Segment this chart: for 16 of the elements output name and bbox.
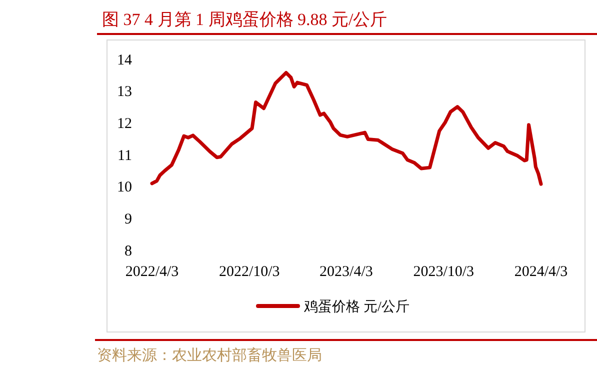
y-tick-label: 11 xyxy=(118,148,132,164)
y-tick-label: 9 xyxy=(124,211,132,228)
y-tick-label: 10 xyxy=(117,180,132,196)
y-tick-label: 8 xyxy=(124,243,132,260)
x-tick-label: 2023/10/3 xyxy=(413,264,474,280)
legend-label: 鸡蛋价格 元/公斤 xyxy=(303,298,410,315)
text: 资料来源：农业农村部畜牧兽医局 xyxy=(97,347,322,364)
line-series xyxy=(150,70,543,186)
chart-title: 图 37 4 月第 1 周鸡蛋价格 9.88 元/公斤 xyxy=(102,10,388,29)
x-tick-label: 2022/4/3 xyxy=(125,264,179,280)
y-tick-label: 13 xyxy=(117,84,132,100)
x-tick-label: 2023/4/3 xyxy=(320,264,373,280)
y-tick-label: 12 xyxy=(117,116,132,132)
x-tick-label: 2022/10/3 xyxy=(218,264,280,280)
x-tick-label: 2024/4/3 xyxy=(514,264,568,280)
y-tick-label: 14 xyxy=(117,52,132,68)
